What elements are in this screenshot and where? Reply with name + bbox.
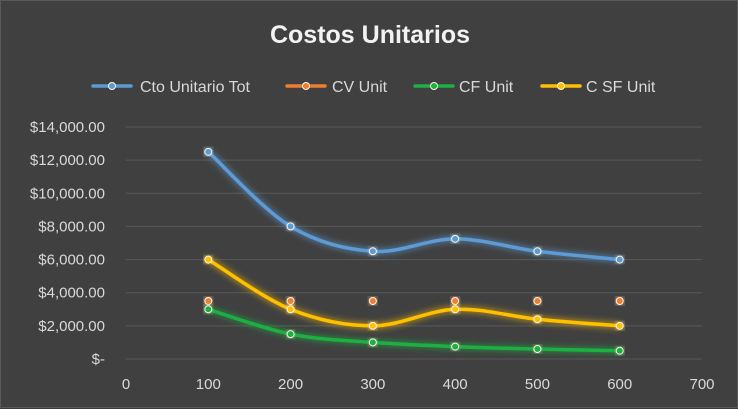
- series-line: [206, 307, 622, 353]
- x-tick-label: 0: [122, 376, 130, 393]
- data-point: [533, 315, 542, 324]
- data-point: [286, 297, 295, 305]
- data-point: [368, 338, 377, 347]
- data-point: [286, 222, 295, 231]
- series-group: [204, 305, 624, 355]
- data-point: [533, 247, 542, 256]
- data-point: [615, 346, 624, 355]
- data-point: [615, 255, 624, 264]
- legend-label: CV Unit: [332, 79, 388, 96]
- x-tick-label: 100: [196, 376, 221, 393]
- legend: Cto Unitario Tot CV Unit CF Unit C SF Unit: [91, 79, 656, 96]
- data-point: [368, 297, 377, 305]
- y-tick-label: $2,000.00: [38, 318, 105, 335]
- data-point: [286, 330, 295, 339]
- axes: $- $2,000.00 $4,000.00 $6,000.00 $8,000.00 $1…: [30, 119, 715, 393]
- legend-swatch-marker: [557, 82, 565, 90]
- legend-swatch-marker: [302, 82, 310, 90]
- data-point: [204, 297, 213, 305]
- data-point: [451, 297, 460, 305]
- chart-title: Costos Unitarios: [269, 21, 471, 49]
- data-point: [451, 305, 460, 314]
- data-point: [286, 305, 295, 314]
- y-tick-label: $12,000.00: [30, 152, 105, 169]
- series-group: [204, 147, 624, 355]
- legend-item: CV Unit: [285, 79, 388, 96]
- x-tick-label: 500: [525, 376, 550, 393]
- x-tick-label: 200: [278, 376, 303, 393]
- x-tick-label: 700: [689, 376, 714, 393]
- y-tick-label: $4,000.00: [38, 285, 105, 302]
- y-tick-label: $10,000.00: [30, 185, 105, 202]
- legend-label: C SF Unit: [586, 79, 656, 96]
- data-point: [204, 147, 213, 156]
- legend-swatch-marker: [108, 82, 116, 90]
- data-point: [615, 297, 624, 305]
- legend-label: Cto Unitario Tot: [140, 79, 251, 96]
- legend-swatch-marker: [430, 82, 438, 90]
- data-point: [204, 305, 213, 314]
- data-point: [204, 255, 213, 264]
- y-tick-label: $8,000.00: [38, 218, 105, 235]
- x-tick-label: 600: [607, 376, 632, 393]
- data-point: [533, 297, 542, 305]
- y-tick-label: $6,000.00: [38, 252, 105, 269]
- data-point: [615, 321, 624, 330]
- gridlines: [126, 126, 702, 327]
- legend-item: CF Unit: [413, 79, 514, 96]
- data-point: [451, 342, 460, 351]
- x-tick-label: 300: [360, 376, 385, 393]
- x-tick-label: 400: [443, 376, 468, 393]
- data-point: [368, 247, 377, 256]
- y-tick-label: $-: [92, 351, 105, 368]
- legend-item: C SF Unit: [540, 79, 656, 96]
- series-group: [204, 297, 624, 305]
- series-line: [206, 257, 622, 328]
- legend-label: CF Unit: [459, 79, 514, 96]
- data-point: [533, 345, 542, 354]
- series-group: [204, 147, 624, 264]
- series-line: [206, 150, 622, 262]
- legend-item: Cto Unitario Tot: [91, 79, 251, 96]
- y-tick-label: $14,000.00: [30, 119, 105, 136]
- series-group: [204, 255, 624, 330]
- data-point: [451, 234, 460, 243]
- data-point: [368, 321, 377, 330]
